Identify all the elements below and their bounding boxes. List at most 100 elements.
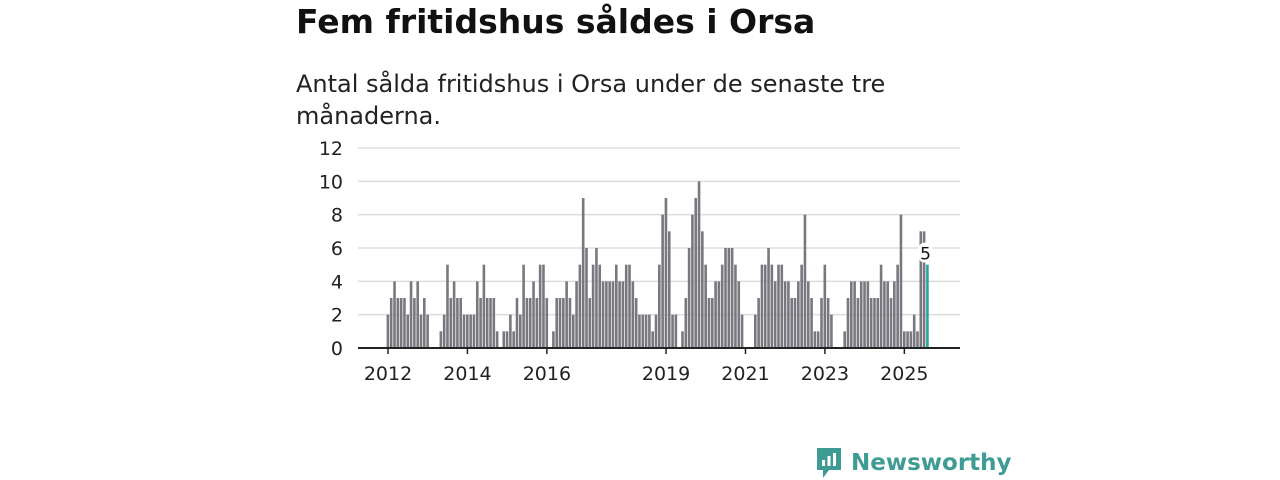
bar	[558, 298, 562, 348]
bar-highlight	[926, 264, 929, 348]
bar	[648, 314, 651, 348]
bar	[555, 298, 559, 348]
bar	[810, 298, 813, 348]
bar	[644, 314, 648, 348]
bar	[787, 281, 790, 348]
bar	[922, 231, 926, 348]
bar	[876, 298, 880, 348]
bar	[694, 198, 698, 348]
bar	[472, 314, 476, 348]
bar	[873, 298, 876, 348]
bar	[720, 264, 724, 348]
y-tick-label: 10	[319, 171, 343, 193]
bar	[859, 281, 863, 348]
bar	[800, 264, 803, 348]
bar	[843, 331, 846, 348]
bar	[426, 314, 429, 348]
bar	[777, 264, 780, 348]
bar	[608, 281, 611, 348]
newsworthy-logo-icon	[817, 448, 841, 478]
bar	[423, 298, 426, 348]
bar	[906, 331, 909, 348]
y-tick-label: 0	[331, 338, 343, 360]
bar	[773, 281, 777, 348]
bar	[757, 298, 760, 348]
bar	[525, 298, 529, 348]
bar	[413, 298, 416, 348]
bar	[389, 298, 393, 348]
bar	[532, 281, 535, 348]
bar	[409, 281, 413, 348]
y-tick-label: 8	[331, 205, 343, 227]
x-tick-label: 2023	[801, 363, 849, 385]
bar	[512, 331, 515, 348]
x-tick-label: 2012	[364, 363, 412, 385]
bar	[691, 214, 694, 348]
x-tick-label: 2021	[721, 363, 769, 385]
bar	[866, 281, 870, 348]
bar	[740, 314, 744, 348]
bar	[710, 298, 714, 348]
x-tick-label: 2014	[443, 363, 491, 385]
bar	[399, 298, 403, 348]
bar	[442, 314, 446, 348]
bar	[575, 281, 578, 348]
chart-title: Fem fritidshus såldes i Orsa	[296, 2, 816, 41]
bar	[489, 298, 492, 348]
bar	[628, 264, 631, 348]
bar	[886, 281, 890, 348]
y-tick-label: 2	[331, 305, 343, 327]
bar	[667, 231, 671, 348]
brand-name: Newsworthy	[851, 450, 1012, 476]
bar	[737, 281, 741, 348]
bar	[605, 281, 608, 348]
bar	[634, 298, 638, 348]
bar	[538, 264, 542, 348]
data-label-bg	[918, 242, 933, 263]
bar	[611, 281, 615, 348]
bar	[654, 314, 658, 348]
bar	[459, 298, 463, 348]
data-label: 5	[920, 245, 931, 265]
bar	[893, 281, 896, 348]
bar	[631, 281, 635, 348]
bar	[846, 298, 850, 348]
bar	[469, 314, 472, 348]
x-tick-label: 2016	[523, 363, 571, 385]
bar	[767, 248, 770, 348]
bar	[820, 298, 823, 348]
bar	[552, 331, 555, 348]
bar	[439, 331, 443, 348]
bar	[899, 214, 903, 348]
bar	[581, 198, 585, 348]
bar	[806, 281, 810, 348]
newsworthy-logo: Newsworthy	[815, 446, 1012, 480]
bar	[588, 298, 592, 348]
bar	[492, 298, 496, 348]
bar	[671, 314, 674, 348]
bar	[879, 264, 883, 348]
bar	[515, 298, 519, 348]
bar	[830, 314, 833, 348]
bar	[697, 181, 701, 348]
bar	[790, 298, 794, 348]
bar	[419, 314, 423, 348]
bar	[717, 281, 721, 348]
bar	[565, 281, 568, 348]
bar	[674, 314, 678, 348]
bar	[658, 264, 661, 348]
bar	[618, 281, 621, 348]
bar	[591, 264, 595, 348]
bar	[889, 298, 893, 348]
bar	[783, 281, 787, 348]
bar	[853, 281, 856, 348]
bar	[403, 298, 406, 348]
bar	[704, 264, 707, 348]
bar	[416, 281, 419, 348]
bar	[803, 214, 807, 348]
bar	[651, 331, 654, 348]
bar	[727, 248, 731, 348]
bar	[909, 331, 913, 348]
bar	[707, 298, 711, 348]
